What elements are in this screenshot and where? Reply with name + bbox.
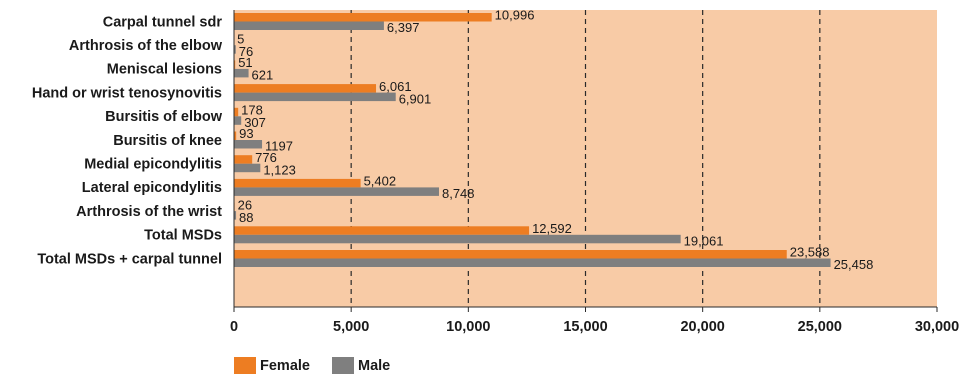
male-bar <box>234 140 263 149</box>
male-bar <box>234 234 681 244</box>
data-label: 5 <box>237 31 244 46</box>
data-label: 23,588 <box>790 245 830 260</box>
male-bar <box>234 45 236 54</box>
category-label: Medial epicondylitis <box>84 157 222 173</box>
data-label: 25,458 <box>834 257 874 272</box>
data-label: 76 <box>239 44 253 59</box>
male-bar <box>234 187 439 196</box>
female-bar <box>234 131 237 140</box>
data-label: 178 <box>241 102 263 117</box>
legend-swatch-male <box>332 357 354 374</box>
female-bar <box>234 60 236 69</box>
data-label: 1,123 <box>263 162 296 177</box>
female-bar <box>234 107 239 117</box>
data-label: 19,061 <box>684 233 724 248</box>
female-bar <box>234 13 492 22</box>
male-bar <box>234 92 396 102</box>
legend-label-female: Female <box>260 358 310 374</box>
female-bar <box>234 250 787 259</box>
data-label: 6,061 <box>379 79 412 94</box>
legend-swatch-female <box>234 357 256 374</box>
legend: Female Male <box>234 357 390 374</box>
data-label: 26 <box>238 197 252 212</box>
female-bar <box>234 226 530 235</box>
category-label: Carpal tunnel sdr <box>103 14 223 30</box>
category-label: Arthrosis of the wrist <box>76 204 222 220</box>
x-tick-label: 15,000 <box>563 319 607 335</box>
female-bar <box>234 155 253 164</box>
category-labels: Carpal tunnel sdr Arthrosis of the elbow M… <box>32 14 223 267</box>
male-bar <box>234 258 831 267</box>
x-tick-label: 30,000 <box>915 319 959 335</box>
bars <box>234 13 831 267</box>
data-label: 8,748 <box>442 186 475 201</box>
data-label: 6,901 <box>399 91 432 106</box>
female-bar <box>234 178 361 188</box>
male-bar <box>234 68 249 78</box>
data-label: 307 <box>244 115 266 130</box>
data-label: 6,397 <box>387 20 420 35</box>
x-tick-label: 25,000 <box>798 319 842 335</box>
category-label: Hand or wrist tenosynovitis <box>32 85 222 101</box>
category-label: Bursitis of elbow <box>105 109 223 125</box>
x-tick-label: 20,000 <box>680 319 724 335</box>
x-axis: 0 5,000 10,000 15,000 20,000 25,000 30,000 <box>230 10 959 335</box>
data-label: 621 <box>252 68 274 83</box>
female-bar <box>234 84 377 93</box>
male-bar <box>234 116 242 125</box>
data-label: 88 <box>239 210 253 225</box>
male-bar <box>234 163 261 173</box>
legend-label-male: Male <box>358 358 390 374</box>
category-label: Total MSDs <box>144 228 222 244</box>
male-bar <box>234 21 384 30</box>
category-label: Bursitis of knee <box>113 133 222 149</box>
category-label: Total MSDs + carpal tunnel <box>37 251 222 267</box>
data-label: 51 <box>238 55 252 70</box>
category-label: Arthrosis of the elbow <box>69 38 223 54</box>
x-tick-label: 10,000 <box>446 319 490 335</box>
data-label: 12,592 <box>532 221 572 236</box>
data-label: 10,996 <box>495 8 535 23</box>
x-tick-label: 5,000 <box>333 319 369 335</box>
data-label: 776 <box>255 150 277 165</box>
x-tick-label: 0 <box>230 319 238 335</box>
category-label: Lateral epicondylitis <box>82 180 222 196</box>
male-bar <box>234 211 237 220</box>
data-label: 5,402 <box>364 174 397 189</box>
data-label: 1197 <box>265 139 293 154</box>
category-label: Meniscal lesions <box>107 62 222 78</box>
data-label: 93 <box>239 126 253 141</box>
